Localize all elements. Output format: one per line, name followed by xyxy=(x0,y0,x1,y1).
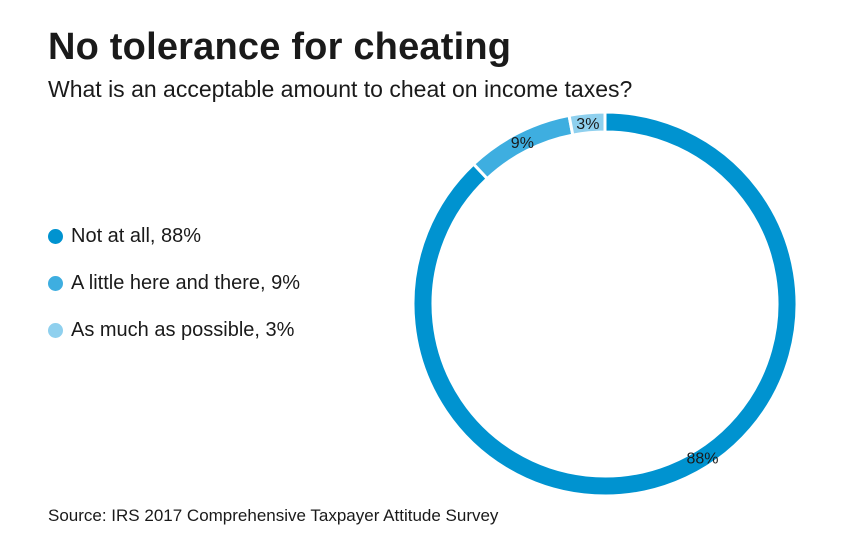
legend-label: As much as possible, 3% xyxy=(71,318,295,341)
data-label: 9% xyxy=(511,135,534,152)
legend-label: A little here and there, 9% xyxy=(71,271,301,294)
legend-swatch xyxy=(48,275,63,291)
source-note: Source: IRS 2017 Comprehensive Taxpayer … xyxy=(48,506,499,525)
legend-swatch xyxy=(48,322,63,338)
data-label: 88% xyxy=(687,451,719,468)
legend-swatch xyxy=(48,228,63,244)
chart-legend: Not at all, 88% A little here and there,… xyxy=(48,224,300,365)
donut-slice xyxy=(567,110,607,137)
legend-item-as-much-as-possible: As much as possible, 3% xyxy=(48,318,300,342)
chart-subtitle: What is an acceptable amount to cheat on… xyxy=(48,76,633,102)
legend-label: Not at all, 88% xyxy=(71,224,202,247)
donut-slice xyxy=(411,110,799,498)
legend-item-a-little: A little here and there, 9% xyxy=(48,271,300,295)
legend-item-not-at-all: Not at all, 88% xyxy=(48,224,300,248)
chart-title: No tolerance for cheating xyxy=(48,26,512,68)
data-label: 3% xyxy=(576,116,599,133)
donut-chart: 88% 9% 3% xyxy=(411,110,799,498)
